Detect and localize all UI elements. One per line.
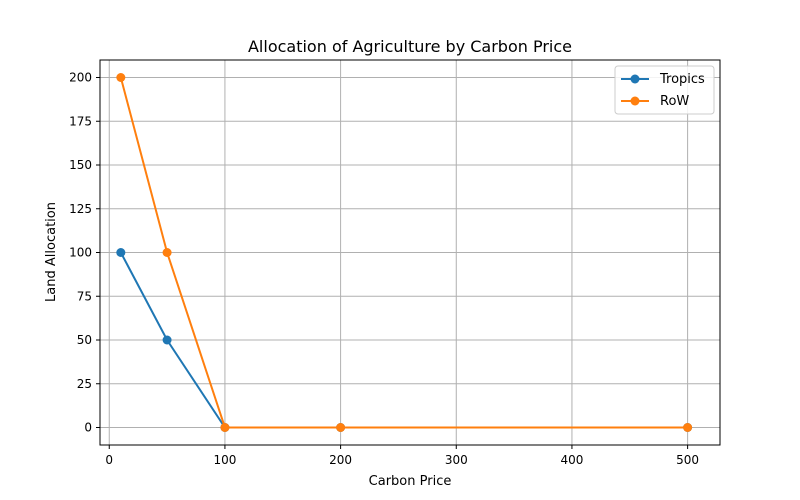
y-tick-label: 200 [69,71,92,85]
x-tick-label: 500 [676,453,699,467]
y-tick-label: 25 [77,377,92,391]
y-tick-label: 100 [69,246,92,260]
y-axis-ticks: 0 25 50 75 100 125 150 175 200 [69,71,100,435]
y-axis-label: Land Allocation [44,202,59,302]
x-axis-label: Carbon Price [369,474,452,489]
y-tick-label: 150 [69,158,92,172]
data-point-row [683,423,693,432]
legend: Tropics RoW [614,65,715,115]
y-tick-label: 125 [69,202,92,216]
grid-lines [100,60,720,445]
chart-title: Allocation of Agriculture by Carbon Pric… [248,37,572,56]
data-point-row [162,248,172,257]
x-tick-label: 100 [213,453,236,467]
x-axis-ticks: 0 100 200 300 400 500 [105,445,699,467]
y-tick-label: 75 [77,289,92,303]
x-tick-label: 0 [105,453,113,467]
x-tick-label: 200 [329,453,352,467]
legend-label-tropics: Tropics [659,72,705,87]
data-point-row [336,423,346,432]
legend-label-row: RoW [660,94,689,109]
y-tick-label: 175 [69,114,92,128]
x-tick-label: 400 [560,453,583,467]
legend-marker-tropics [630,74,640,84]
series-group [116,73,693,432]
legend-marker-row [630,96,640,106]
data-point-tropics [116,248,126,257]
data-point-tropics [162,335,172,345]
data-point-row [116,73,126,82]
y-tick-label: 0 [84,421,92,435]
data-point-row [220,423,230,432]
x-tick-label: 300 [445,453,468,467]
y-tick-label: 50 [77,333,92,347]
